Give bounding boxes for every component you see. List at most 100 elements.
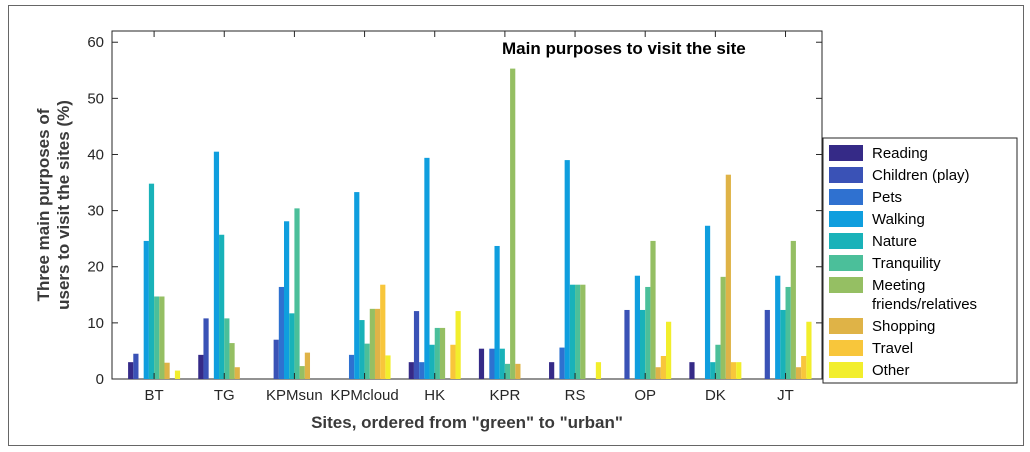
bar-hk-other — [455, 311, 461, 379]
bar-dk-other — [736, 362, 742, 379]
bar-op-shopping — [655, 367, 661, 379]
bar-kpr-pets — [489, 348, 495, 379]
bar-dk-nature — [710, 362, 716, 379]
x-tick-label-kpmcloud: KPMcloud — [330, 387, 398, 404]
bar-jt-children-play — [764, 309, 770, 379]
bar-tg-tranquility — [224, 318, 230, 379]
bar-kpmcloud-pets — [348, 354, 355, 379]
bar-kpmcloud-shopping — [374, 308, 381, 379]
y-tick-label: 30 — [87, 203, 104, 220]
bar-tg-children-play — [203, 318, 209, 379]
bar-tg-reading — [198, 354, 204, 379]
bars-group — [128, 68, 812, 380]
legend-label-nature: Nature — [872, 233, 917, 250]
y-axis-label-line-1: Three main purposes of — [34, 108, 53, 301]
bar-jt-meeting-friends-relatives — [790, 240, 796, 379]
y-axis-label-line-2: users to visit the sites (%) — [54, 100, 73, 310]
legend-swatch-reading — [829, 145, 863, 161]
bar-dk-walking — [704, 225, 711, 379]
bar-bt-tranquility — [154, 296, 160, 379]
legend-swatch-shopping — [829, 318, 863, 334]
bar-jt-walking — [775, 275, 781, 379]
bar-jt-travel — [801, 355, 807, 379]
legend-label-meeting-friends-relatives: Meeting friends/relatives — [872, 277, 977, 313]
legend-swatch-other — [829, 362, 863, 378]
bar-kpmcloud-meeting-friends-relatives — [369, 308, 375, 379]
legend-label-pets: Pets — [872, 189, 902, 206]
bar-bt-shopping — [164, 362, 170, 379]
y-tick-label: 0 — [96, 371, 104, 388]
bar-op-children-play — [624, 309, 630, 379]
bar-jt-other — [806, 321, 812, 379]
bar-kpmsun-nature — [289, 313, 295, 379]
bar-hk-meeting-friends-relatives — [439, 327, 446, 379]
bar-jt-nature — [780, 309, 786, 379]
x-tick-label-op: OP — [634, 387, 656, 404]
bar-dk-reading — [689, 362, 695, 379]
bar-tg-nature — [219, 234, 225, 379]
bar-hk-nature — [429, 344, 435, 379]
bar-bt-reading — [128, 362, 134, 379]
bar-jt-tranquility — [785, 286, 791, 379]
bar-rs-tranquility — [575, 284, 581, 379]
y-tick-label: 50 — [87, 90, 104, 107]
y-tick-label: 20 — [87, 259, 104, 276]
bar-dk-shopping — [725, 174, 731, 379]
bar-kpmsun-tranquility — [294, 208, 300, 379]
bar-rs-reading — [549, 362, 555, 379]
bar-kpmsun-meeting-friends-relatives — [299, 366, 305, 379]
legend-label-travel: Travel — [872, 340, 913, 357]
bar-kpmcloud-other — [385, 355, 391, 379]
bar-rs-meeting-friends-relatives — [580, 284, 586, 379]
x-tick-label-dk: DK — [705, 387, 726, 404]
bar-op-nature — [640, 309, 646, 379]
bar-kpr-reading — [478, 348, 485, 379]
bar-tg-walking — [213, 151, 220, 379]
bar-op-meeting-friends-relatives — [650, 240, 656, 379]
legend-label-children-play: Children (play) — [872, 167, 970, 184]
legend-label-walking: Walking — [872, 211, 925, 228]
bar-hk-walking — [424, 157, 430, 379]
bar-kpr-tranquility — [504, 363, 511, 379]
legend-swatch-tranquility — [829, 255, 863, 271]
bar-kpmcloud-tranquility — [364, 343, 370, 379]
bar-hk-pets — [419, 362, 425, 379]
bar-kpmsun-walking — [284, 221, 290, 379]
bar-hk-children-play — [413, 311, 420, 379]
bar-kpmsun-shopping — [304, 352, 311, 379]
y-tick-label: 60 — [87, 34, 104, 51]
bar-hk-reading — [408, 362, 414, 379]
bar-rs-nature — [569, 284, 576, 379]
bar-dk-travel — [730, 362, 737, 379]
x-tick-label-jt: JT — [777, 387, 794, 404]
figure-frame — [8, 5, 1024, 446]
legend-label-tranquility: Tranquility — [872, 255, 941, 272]
x-axis-label: Sites, ordered from "green" to "urban" — [311, 413, 623, 432]
bar-kpmsun-pets — [278, 286, 285, 379]
legend-swatch-travel — [829, 340, 863, 356]
bar-op-other — [666, 321, 672, 379]
bar-jt-shopping — [795, 367, 802, 379]
legend-swatch-meeting-friends-relatives — [829, 277, 863, 293]
plot-area — [111, 30, 823, 380]
legend-swatch-walking — [829, 211, 863, 227]
legend-swatch-pets — [829, 189, 863, 205]
bar-kpmcloud-walking — [354, 192, 360, 379]
y-tick-label: 40 — [87, 146, 104, 163]
bar-tg-meeting-friends-relatives — [229, 343, 235, 379]
legend-label-other: Other — [872, 362, 910, 379]
x-tick-label-kpmsun: KPMsun — [266, 387, 323, 404]
y-axis-label: Three main purposes of users to visit th… — [34, 100, 73, 310]
bar-kpmsun-children-play — [273, 339, 279, 379]
x-tick-label-tg: TG — [214, 387, 235, 404]
x-axis: BT TG KPMsun KPMcloud HK KPR RS OP DK JT — [145, 31, 794, 404]
bar-kpr-meeting-friends-relatives — [510, 68, 516, 380]
bar-tg-shopping — [234, 367, 240, 379]
legend-label-shopping: Shopping — [872, 318, 935, 335]
bar-kpmcloud-nature — [359, 320, 365, 379]
bar-bt-nature — [148, 183, 155, 379]
legend-swatch-nature — [829, 233, 863, 249]
bar-dk-meeting-friends-relatives — [720, 276, 726, 379]
x-tick-label-rs: RS — [565, 387, 586, 404]
